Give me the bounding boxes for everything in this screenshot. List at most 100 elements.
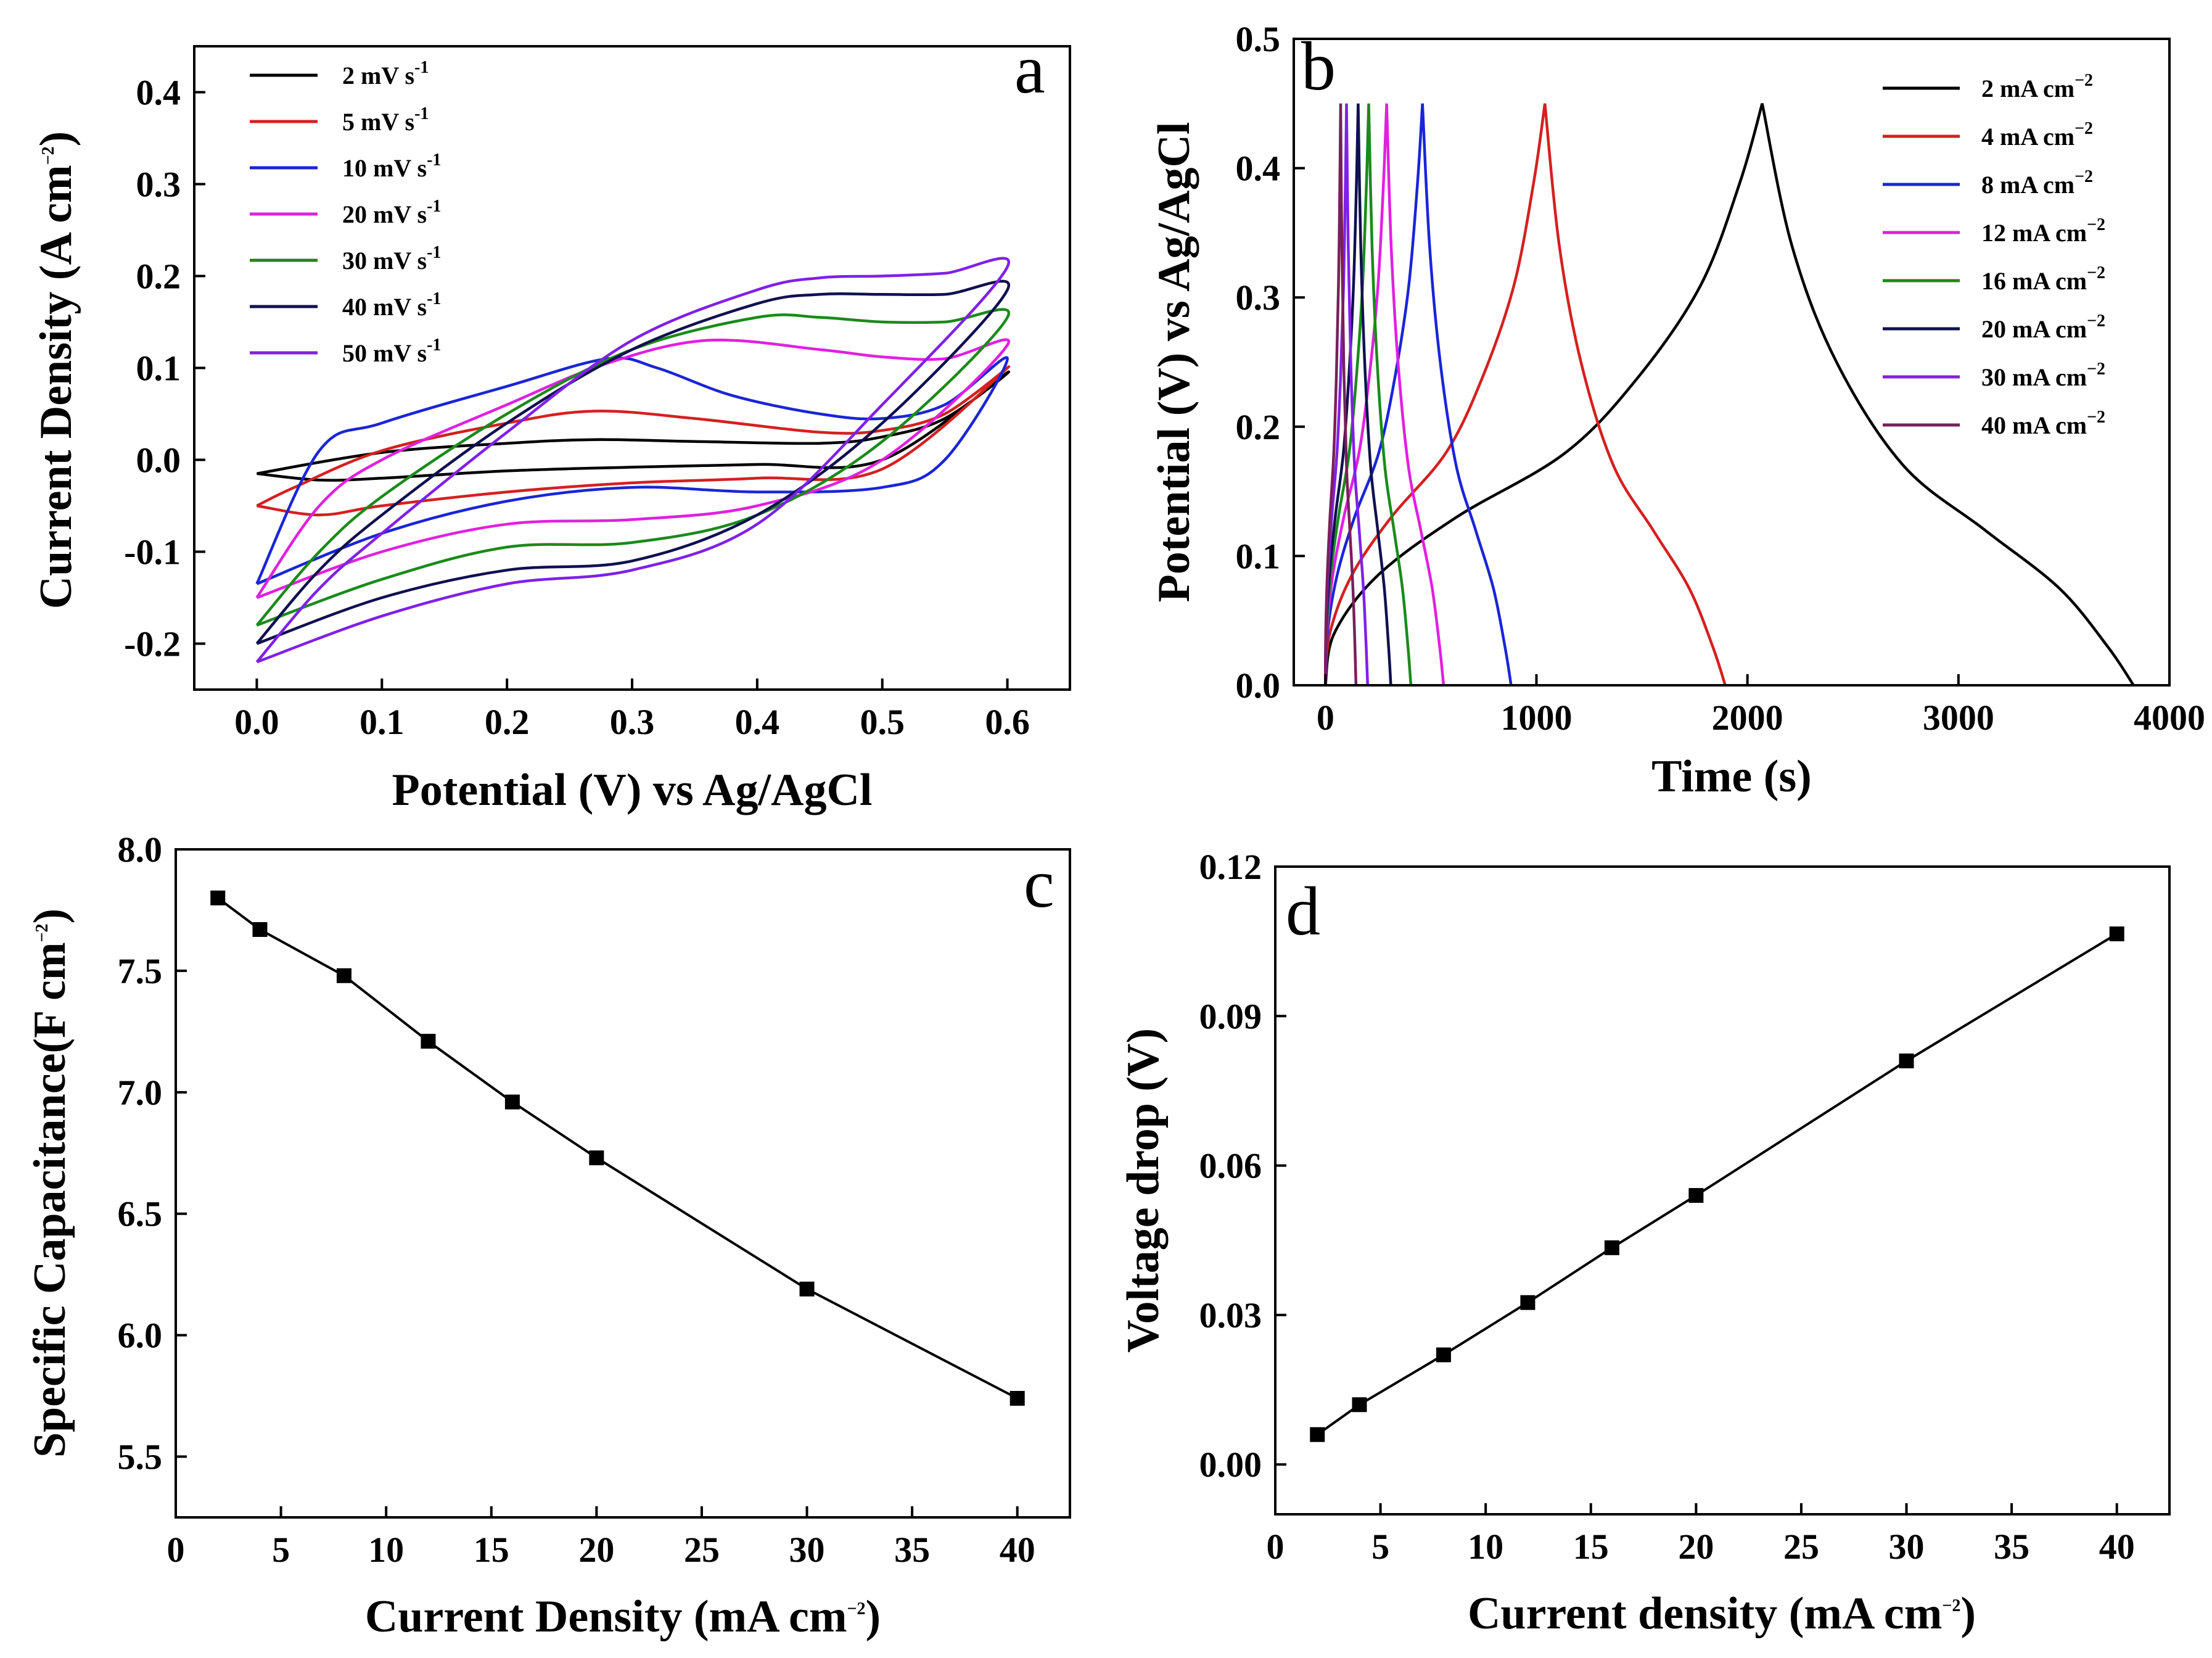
panel-a-cyclic-voltammetry: 0.0 0.1 0.2 0.3 0.4 0.5 0.6 -0.2 -0.1 0.0 0.1 0.2 0.… — [31, 31, 1071, 815]
legend-unit-sup: −2 — [2087, 408, 2105, 427]
panel-c-x-tick-label: 35 — [894, 1530, 930, 1570]
legend-value: 12 — [1981, 219, 2012, 247]
legend-unit-sup: -1 — [427, 151, 441, 170]
panel-a-y-label-close: ) — [31, 131, 81, 147]
panel-a-y-label-sup: −2 — [39, 146, 58, 165]
panel-a-legend-entry-2: 2 mV s-1 — [342, 58, 429, 89]
panel-b-gcd-curve-30 — [1324, 103, 1370, 686]
panel-b-y-tick-label: 0.5 — [1236, 19, 1281, 59]
panel-b-y-tick-label: 0.3 — [1236, 278, 1281, 318]
legend-value: 20 — [1981, 315, 2012, 343]
panel-a-legend-entry-30: 30 mV s-1 — [342, 243, 441, 274]
panel-c-x-label-main: Current Density (mA cm — [365, 1591, 847, 1642]
panel-b-y-tick-label: 0.0 — [1236, 666, 1281, 706]
legend-value: 2 — [1981, 75, 2000, 102]
panel-b-charge-discharge: 0 1000 2000 3000 4000 0.0 0.1 0.2 0.3 0.4 0.5 b Ti… — [1149, 19, 2205, 802]
legend-value: 5 — [342, 108, 361, 136]
panel-a-y-tick-label: 0.3 — [136, 165, 181, 205]
panel-a-x-tick-label: 0.6 — [985, 702, 1030, 742]
panel-a-y-tick-label: -0.2 — [124, 624, 181, 664]
legend-unit-sup: −2 — [2074, 71, 2093, 90]
panel-a-legend-entry-20: 20 mV s-1 — [342, 197, 441, 228]
panel-b-gcd-curve-16 — [1324, 103, 1413, 686]
panel-a-legend-entry-50: 50 mV s-1 — [342, 336, 441, 367]
panel-a-y-axis-label: Current Density (A cm−2) — [31, 131, 81, 609]
panel-d-data-point-20 — [1688, 1188, 1704, 1203]
panel-c-y-label-sup: −2 — [33, 924, 52, 942]
panel-a-x-tick-label: 0.4 — [735, 702, 780, 742]
panel-d-x-tick-label: 5 — [1371, 1527, 1389, 1567]
legend-unit-sup: −2 — [2087, 360, 2105, 379]
panel-c-specific-capacitance: 0 5 10 15 20 25 30 35 40 5.5 6.0 6.5 7.0 7.5 8.0 c Cur… — [25, 830, 1071, 1642]
panel-d-x-tick-label: 30 — [1889, 1527, 1925, 1567]
panel-c-x-axis-label: Current Density (mA cm−2) — [365, 1591, 881, 1642]
panel-d-voltage-drop: 0 5 10 15 20 25 30 35 40 0.00 0.03 0.06 0.09 0.12 d C… — [1118, 847, 2171, 1639]
panel-a-x-axis-label: Potential (V) vs Ag/AgCl — [392, 765, 873, 815]
panel-c-data-point-30 — [799, 1281, 815, 1297]
panel-b-legend-entry-2: 2 mA cm−2 — [1981, 71, 2093, 102]
panel-b-gcd-curve-40 — [1324, 103, 1358, 686]
panel-c-data-point-16 — [504, 1094, 520, 1110]
legend-unit-sup: -1 — [427, 336, 441, 355]
legend-unit-sup: -1 — [414, 104, 429, 123]
panel-a-y-tick-label: 0.1 — [136, 349, 181, 389]
panel-d-frame — [1274, 865, 2171, 1516]
legend-unit: mA cm — [2012, 315, 2087, 343]
legend-value: 2 — [342, 62, 361, 89]
panel-d-x-tick-label: 0 — [1267, 1527, 1285, 1567]
panel-a-legend-entry-5: 5 mV s-1 — [342, 104, 429, 136]
panel-b-legend-entry-20: 20 mA cm−2 — [1981, 311, 2105, 343]
panel-b-legend-entry-4: 4 mA cm−2 — [1981, 119, 2093, 151]
panel-d-data-point-8 — [1436, 1347, 1451, 1363]
panel-c-x-tick-label: 15 — [474, 1530, 509, 1570]
panel-b-x-tick-label: 3000 — [1923, 698, 1994, 738]
panel-d-x-axis-label: Current density (mA cm−2) — [1468, 1588, 1976, 1639]
panel-b-y-axis-label: Potential (V) vs Ag/AgCl — [1149, 122, 1199, 603]
legend-unit: mA cm — [2000, 171, 2074, 199]
panel-d-x-tick-label: 10 — [1468, 1527, 1503, 1567]
panel-b-gcd-curve-4 — [1324, 103, 1727, 686]
legend-value: 30 — [342, 247, 373, 274]
panel-b-x-tick-label: 2000 — [1712, 698, 1783, 738]
legend-value: 50 — [342, 339, 373, 367]
panel-c-x-tick-label: 25 — [684, 1530, 720, 1570]
panel-a-y-label-main: Current Density (A cm — [31, 165, 81, 609]
legend-unit: mV s — [373, 339, 427, 367]
panel-a-x-tick-label: 0.0 — [234, 702, 279, 742]
legend-unit: mA cm — [2012, 267, 2087, 295]
panel-a-legend-entry-40: 40 mV s-1 — [342, 289, 441, 321]
panel-c-data-point-4 — [252, 922, 268, 937]
panel-b-legend-entry-30: 30 mA cm−2 — [1981, 360, 2105, 391]
panel-d-y-axis-label: Voltage drop (V) — [1118, 1028, 1169, 1353]
legend-value: 40 — [342, 293, 373, 321]
panel-b-legend-entry-12: 12 mA cm−2 — [1981, 215, 2105, 247]
panel-d-x-label-sup: −2 — [1942, 1596, 1960, 1615]
panel-d-x-tick-label: 15 — [1573, 1527, 1609, 1567]
panel-a-legend: 2 mV s-15 mV s-110 mV s-120 mV s-130 mV … — [250, 58, 441, 367]
panel-d-label: d — [1286, 873, 1320, 950]
panel-a-legend-entry-10: 10 mV s-1 — [342, 151, 441, 182]
panel-c-label: c — [1024, 846, 1055, 922]
panel-d-y-tick-label: 0.09 — [1199, 996, 1262, 1036]
panel-b-legend: 2 mA cm−24 mA cm−28 mA cm−212 mA cm−216 … — [1883, 71, 2105, 439]
panel-c-x-tick-label: 10 — [368, 1530, 404, 1570]
panel-b-label: b — [1301, 28, 1336, 105]
panel-a-cv-curve-40 — [255, 279, 1010, 645]
panel-c-data-point-40 — [1009, 1391, 1025, 1406]
panel-d-y-tick-label: 0.03 — [1199, 1295, 1262, 1335]
panel-c-x-tick-label: 0 — [167, 1530, 185, 1570]
panel-a-y-tick-label: 0.4 — [136, 73, 181, 113]
panel-d-data-point-30 — [1899, 1054, 1914, 1068]
panel-d-data-point-4 — [1352, 1397, 1367, 1413]
legend-value: 30 — [1981, 363, 2012, 391]
panel-b-frame — [1293, 38, 2171, 687]
panel-d-y-tick-label: 0.06 — [1199, 1146, 1262, 1186]
panel-c-y-tick-label: 8.0 — [118, 830, 163, 870]
panel-c-y-tick-label: 6.5 — [118, 1194, 163, 1234]
panel-b-x-tick-label: 0 — [1317, 698, 1334, 738]
panel-a-x-tick-label: 0.1 — [360, 702, 405, 742]
legend-unit-sup: -1 — [427, 197, 441, 216]
panel-c-frame — [175, 848, 1071, 1519]
panel-a-y-tick-label: 0.2 — [136, 257, 181, 297]
panel-d-data-point-40 — [2109, 926, 2124, 942]
